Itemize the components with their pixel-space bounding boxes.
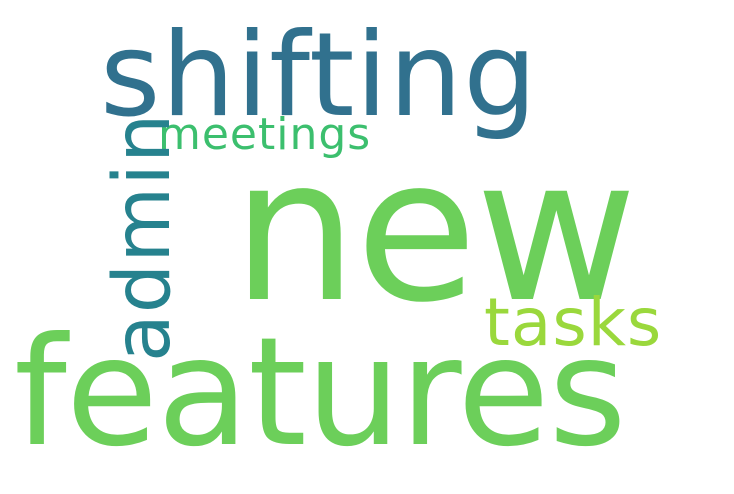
- word-tasks: tasks: [484, 284, 663, 361]
- word-meetings: meetings: [158, 109, 372, 160]
- word-admin: admin: [98, 112, 188, 362]
- word-shifting: shifting: [100, 8, 538, 143]
- word-new: new: [232, 115, 637, 346]
- word-features: features: [14, 306, 627, 480]
